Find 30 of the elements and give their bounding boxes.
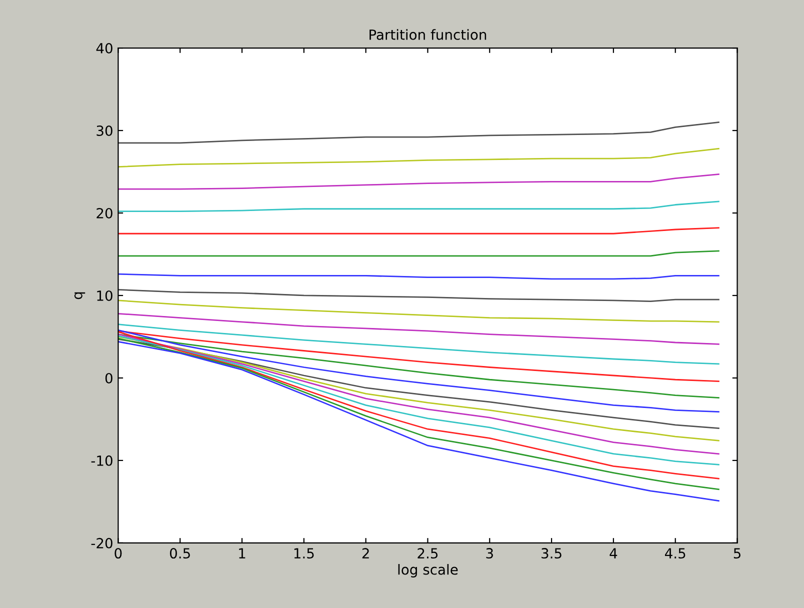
x-tick-label: 2.5 bbox=[418, 548, 438, 559]
line-series bbox=[118, 334, 720, 398]
line-series bbox=[118, 122, 720, 144]
y-tick-label: 30 bbox=[96, 125, 112, 136]
line-series bbox=[118, 324, 720, 365]
x-tick-label: 3 bbox=[486, 548, 493, 559]
x-tick-label: 2 bbox=[362, 548, 369, 558]
y-tick-label: 10 bbox=[97, 290, 112, 301]
y-tick-label: -20 bbox=[91, 538, 112, 548]
line-series bbox=[118, 148, 720, 168]
y-tick-label: 20 bbox=[96, 208, 112, 218]
x-tick-label: 4 bbox=[610, 548, 618, 558]
line-series bbox=[118, 312, 720, 345]
chart-title: Partition function bbox=[370, 29, 486, 40]
x-tick-label: 1.5 bbox=[294, 548, 314, 559]
line-series bbox=[118, 300, 720, 323]
y-axis-title: q bbox=[74, 292, 86, 300]
y-tick-label: 0 bbox=[105, 372, 112, 384]
line-series bbox=[118, 289, 720, 302]
line-series bbox=[118, 200, 720, 212]
x-tick-label: 1 bbox=[239, 548, 246, 558]
x-tick-label: 0.5 bbox=[170, 548, 190, 559]
x-tick-label: 5 bbox=[734, 548, 740, 559]
x-axis-title: log scale bbox=[398, 564, 458, 578]
y-tick-label: -10 bbox=[91, 455, 112, 466]
x-tick-label: 4.5 bbox=[664, 548, 686, 559]
x-tick-label: 0 bbox=[114, 548, 122, 559]
y-tick-label: 40 bbox=[96, 43, 112, 54]
x-tick-label: 3.5 bbox=[542, 548, 562, 559]
line-series bbox=[118, 174, 720, 190]
